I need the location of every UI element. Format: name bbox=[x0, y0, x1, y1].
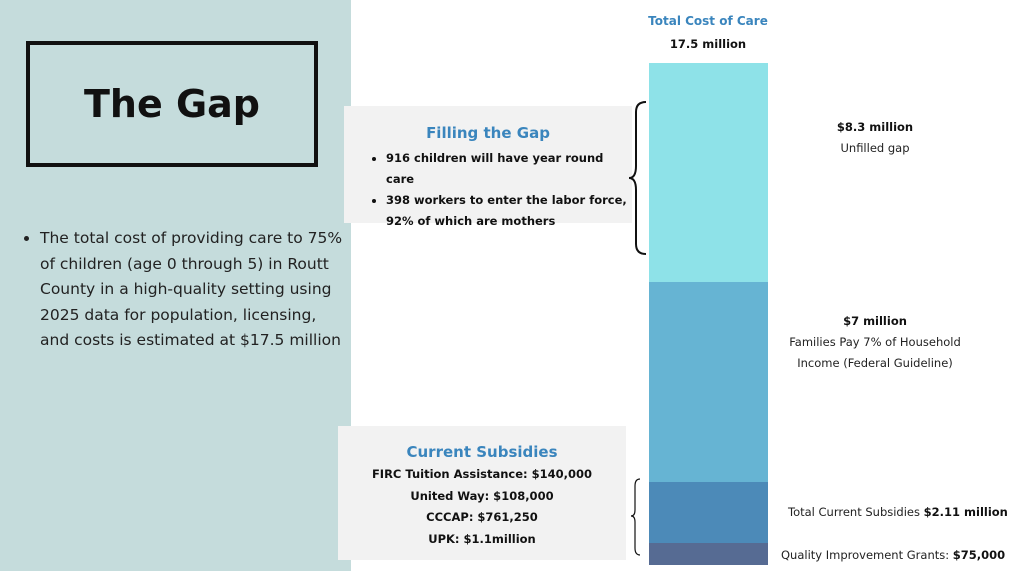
subsidy-line: UPK: $1.1million bbox=[428, 531, 536, 546]
subsidy-line: United Way: $108,000 bbox=[410, 488, 554, 503]
unfilled-label: $8.3 million Unfilled gap bbox=[800, 117, 950, 159]
page-title: The Gap bbox=[83, 82, 260, 126]
bar-segment-families bbox=[649, 281, 768, 483]
bar-segment-grants bbox=[649, 543, 768, 565]
bar-segment-subsidies bbox=[649, 482, 768, 543]
subsidies-brace bbox=[630, 478, 641, 556]
summary-bullet: The total cost of providing care to 75% … bbox=[18, 226, 343, 354]
filling-gap-brace bbox=[628, 101, 647, 255]
families-text-2: Income (Federal Guideline) bbox=[797, 356, 953, 370]
subsidy-line: CCCAP: $761,250 bbox=[426, 510, 538, 524]
grants-text: Quality Improvement Grants: bbox=[781, 548, 953, 562]
subsidies-label: Total Current Subsidies $2.11 million bbox=[788, 502, 1008, 523]
summary-text: The total cost of providing care to 75% … bbox=[40, 226, 343, 354]
subsidies-amount: $2.11 million bbox=[923, 505, 1008, 519]
families-text-1: Families Pay 7% of Household bbox=[789, 335, 961, 349]
grants-label: Quality Improvement Grants: $75,000 bbox=[781, 545, 1005, 566]
title-box: The Gap bbox=[26, 41, 318, 167]
subsidy-line: FIRC Tuition Assistance: $140,000 bbox=[371, 467, 593, 481]
chart-title: Total Cost of Care bbox=[648, 14, 768, 28]
families-amount: $7 million bbox=[843, 314, 907, 328]
unfilled-amount: $8.3 million bbox=[836, 120, 914, 134]
chart-subtitle: 17.5 million bbox=[669, 37, 747, 51]
current-subsidies-box: Current Subsidies FIRC Tuition Assistanc… bbox=[338, 426, 626, 560]
left-panel: The Gap The total cost of providing care… bbox=[0, 0, 351, 571]
filling-gap-item: 398 workers to enter the labor force, 92… bbox=[386, 190, 632, 232]
grants-amount: $75,000 bbox=[952, 548, 1006, 562]
filling-gap-item: 916 children will have year round care bbox=[386, 148, 632, 190]
current-subsidies-title: Current Subsidies bbox=[406, 443, 558, 461]
subsidies-text: Total Current Subsidies bbox=[788, 505, 924, 519]
bar-segment-unfilled bbox=[649, 63, 768, 282]
filling-gap-box: Filling the Gap 916 children will have y… bbox=[344, 106, 632, 228]
families-label: $7 million Families Pay 7% of Household … bbox=[775, 311, 975, 374]
filling-gap-title: Filling the Gap bbox=[426, 124, 550, 142]
unfilled-text: Unfilled gap bbox=[840, 141, 910, 155]
